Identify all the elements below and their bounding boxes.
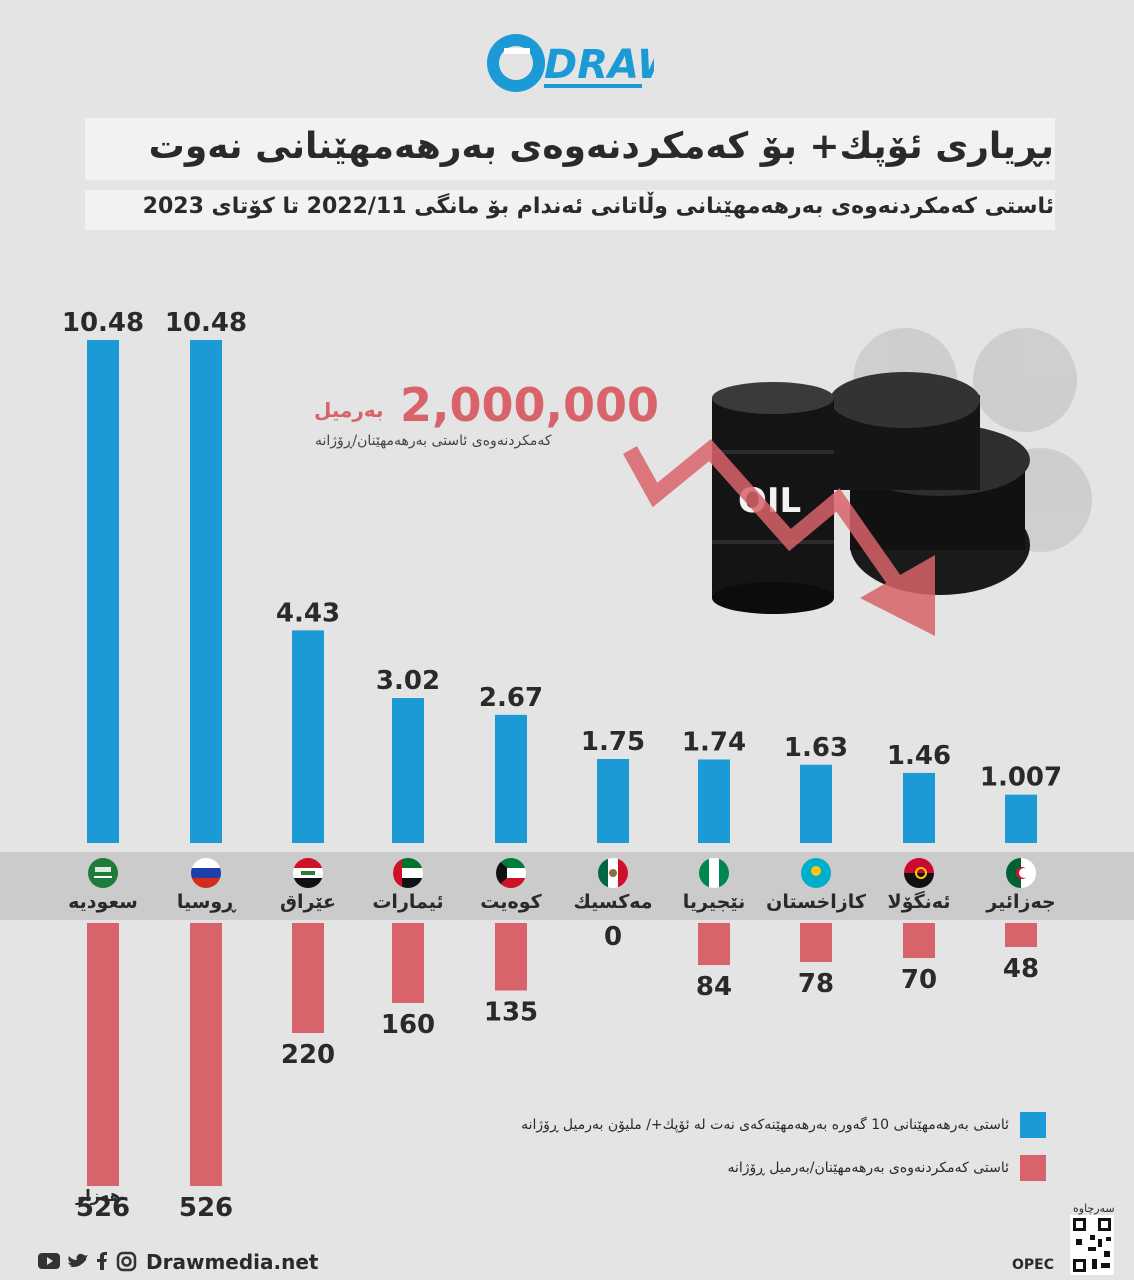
uae-flag-icon [393,858,423,888]
kazakhstan-flag-icon [801,858,831,888]
production-bar [597,759,629,843]
angola-flag-icon [904,858,934,888]
production-value-label: 1.74 [682,727,746,757]
page-title: بڕیاری ئۆپك+ بۆ كەمكردنەوەی بەرهەمهێنانی… [148,126,1054,167]
cut-bar [495,923,527,991]
mexico-flag-icon [598,858,628,888]
country-label: ڕوسیا [176,891,236,913]
saudi-arabia-flag-icon [88,858,118,888]
cut-bar [800,923,832,962]
cut-total-unit: بەرمیل [314,398,384,422]
cut-value-label: 160 [381,1010,435,1040]
twitter-icon [68,1253,88,1268]
cut-bar [292,923,324,1033]
production-value-label: 1.46 [887,741,951,771]
legend-swatch-production [1020,1112,1046,1138]
youtube-icon [38,1253,60,1269]
social-icons [38,1251,137,1272]
cut-value-label: 84 [696,972,732,1002]
production-bar [87,339,119,843]
cut-value-label: 220 [281,1040,335,1070]
footer-source: OPEC [1012,1257,1054,1273]
cut-value-label: 135 [484,998,538,1028]
iraq-flag-icon [293,858,323,888]
country-label: كازاخستان [766,891,866,913]
country-label: نێجیریا [682,891,746,913]
logo-text: DRAW [544,42,654,88]
cut-value-label: 70 [901,965,937,995]
country-label: جەزائیر [986,891,1056,913]
cut-bar [87,923,119,1186]
production-value-label: 10.48 [165,308,247,338]
thousand-note: هەزار [76,1186,121,1205]
cut-value-label: 0 [604,922,622,952]
country-label: عێراق [279,891,337,913]
production-value-label: 10.48 [62,308,144,338]
production-bar [800,764,832,843]
cut-total-caption: كەمكردنەوەی ئاستی بەرهەمهێنان/ڕۆژانە [315,433,552,449]
facebook-icon [97,1252,107,1270]
production-value-label: 1.63 [784,733,848,763]
production-value-label: 2.67 [479,683,543,713]
production-value-label: 1.75 [581,727,645,757]
instagram-icon [116,1251,137,1272]
production-bar [1005,794,1037,843]
cut-bar [190,923,222,1186]
qr-caption: سەرچاوە [1073,1202,1115,1215]
flag-band [0,852,1134,920]
legend-swatch-cut [1020,1155,1046,1181]
cut-bar [698,923,730,965]
cut-bar [1005,923,1037,947]
qr-code-icon[interactable] [1070,1215,1114,1275]
production-value-label: 3.02 [376,666,440,696]
draw-logo: DRAW [487,34,654,92]
russia-flag-icon [191,858,221,888]
country-label: كوەیت [480,891,542,913]
cut-value-label: 78 [798,969,834,999]
cut-value-label: 526 [76,1193,130,1223]
nigeria-flag-icon [699,858,729,888]
footer-website[interactable]: Drawmedia.net [146,1250,319,1274]
country-label: سعودیە [68,891,138,913]
production-bar [392,698,424,843]
cut-bar [392,923,424,1003]
title-background [85,118,1055,180]
subtitle-background [85,190,1055,230]
country-label: مەكسیك [573,891,653,913]
production-bar [495,714,527,843]
production-value-label: 4.43 [276,598,340,628]
cut-value-label: 526 [179,1193,233,1223]
page-subtitle: ئاستی كەمكردنەوەی بەرهەمهێنانی وڵاتانی ئ… [142,194,1054,219]
decline-arrow [623,438,935,636]
production-bar [292,630,324,843]
production-bar [190,339,222,843]
production-value-label: 1.007 [980,763,1062,793]
country-label: ئیمارات [372,891,444,913]
cut-total-value: 2,000,000 [400,378,659,432]
cut-value-label: 48 [1003,954,1039,984]
algeria-flag-icon [1006,858,1036,888]
production-bar [903,772,935,843]
cut-bar [903,923,935,958]
legend-cut: ئاستی كەمكردنەوەی بەرهەمهێنان/بەرمیل ڕۆژ… [727,1160,1009,1176]
legend-production: ئاستی بەرهەمهێنانی 10 گەورە بەرهەمهێنەكە… [521,1117,1009,1133]
production-bar [698,759,730,843]
country-label: ئەنگۆلا [887,891,951,913]
kuwait-flag-icon [496,858,526,888]
